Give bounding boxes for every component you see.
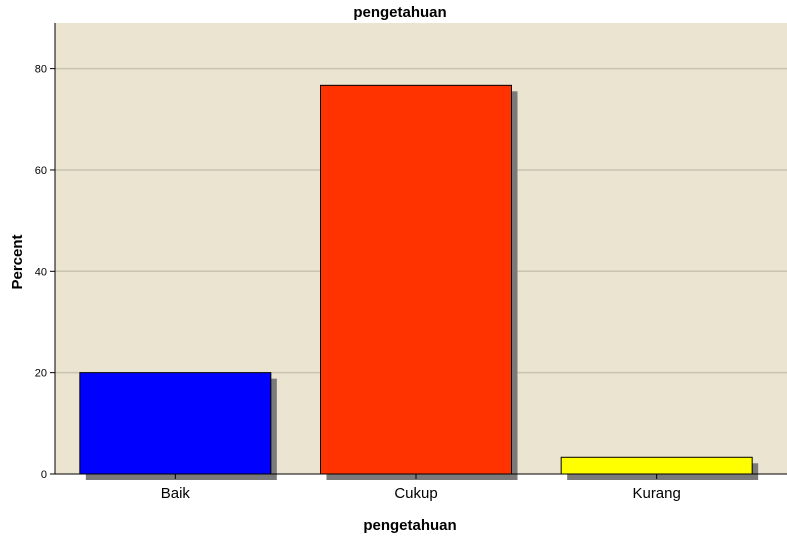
y-tick-label: 20 — [35, 368, 47, 380]
x-axis-title: pengetahuan — [363, 517, 456, 534]
bars — [79, 84, 753, 475]
x-tick-label: Baik — [161, 485, 191, 502]
bar-kurang — [560, 456, 753, 475]
x-tick-label: Kurang — [632, 485, 680, 502]
y-tick-label: 0 — [41, 469, 47, 481]
x-tick-label: Cukup — [394, 485, 437, 502]
y-tick-label: 40 — [35, 266, 47, 278]
bar-cukup — [320, 84, 512, 475]
y-axis-title: Percent — [9, 234, 26, 289]
y-tick-label: 80 — [35, 64, 47, 76]
bar-baik — [79, 372, 272, 475]
y-ticks: 0 20 40 60 80 — [35, 64, 55, 481]
chart-title: pengetahuan — [353, 4, 446, 21]
x-category-labels: Baik Cukup Kurang — [161, 474, 681, 502]
y-tick-label: 60 — [35, 165, 47, 177]
